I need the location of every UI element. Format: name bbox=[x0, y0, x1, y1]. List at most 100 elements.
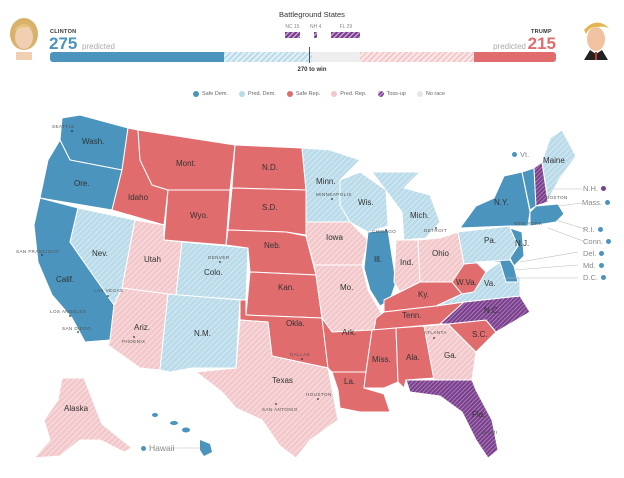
svg-text:Ala.: Ala. bbox=[406, 353, 420, 362]
svg-text:SAN ANTONIO: SAN ANTONIO bbox=[262, 407, 298, 412]
nh-dot bbox=[601, 186, 606, 191]
svg-text:Colo.: Colo. bbox=[204, 268, 223, 277]
svg-text:N.C.: N.C. bbox=[484, 306, 500, 315]
svg-text:LOS ANGELES: LOS ANGELES bbox=[50, 309, 86, 314]
city-labels: SEATTLE SAN FRANCISCO LAS VEGAS LOS ANGE… bbox=[16, 124, 568, 435]
svg-text:SEATTLE: SEATTLE bbox=[52, 124, 75, 129]
svg-text:CHICAGO: CHICAGO bbox=[372, 229, 396, 234]
battleground-nh-chip bbox=[314, 32, 318, 38]
svg-text:DETROIT: DETROIT bbox=[424, 228, 447, 233]
svg-text:MIAMI: MIAMI bbox=[482, 430, 497, 435]
state-fla-tossup[interactable] bbox=[405, 379, 499, 459]
battleground-fl-chip bbox=[331, 32, 361, 38]
svg-text:LAS VEGAS: LAS VEGAS bbox=[94, 288, 123, 293]
mass-dot bbox=[605, 200, 611, 205]
dc-dot bbox=[601, 275, 606, 280]
callout-vt[interactable]: Vt. bbox=[512, 150, 529, 159]
svg-text:Mo.: Mo. bbox=[340, 283, 353, 292]
svg-text:Neb.: Neb. bbox=[264, 241, 281, 250]
svg-text:ATLANTA: ATLANTA bbox=[424, 330, 447, 335]
bar-safe-rep bbox=[474, 52, 556, 62]
state-iowa[interactable] bbox=[305, 221, 369, 266]
legend-pred-rep: Pred. Rep. bbox=[331, 91, 367, 97]
callout-conn[interactable]: Conn. bbox=[583, 237, 612, 246]
state-nh[interactable] bbox=[533, 161, 549, 207]
callout-ri[interactable]: R.I. bbox=[583, 225, 603, 234]
battleground-nh[interactable]: NH 4 bbox=[310, 24, 321, 38]
battleground-nc[interactable]: NC 15 bbox=[285, 24, 300, 38]
svg-text:Ariz.: Ariz. bbox=[134, 323, 150, 332]
callout-del[interactable]: Del. bbox=[583, 249, 605, 258]
svg-text:Wis.: Wis. bbox=[358, 198, 374, 207]
svg-text:Miss.: Miss. bbox=[372, 355, 391, 364]
svg-text:SAN DIEGO: SAN DIEGO bbox=[62, 326, 91, 331]
svg-text:HOUSTON: HOUSTON bbox=[306, 392, 332, 397]
legend-safe-rep-swatch bbox=[286, 91, 293, 97]
svg-text:Calif.: Calif. bbox=[56, 275, 74, 284]
state-labels: Wash. Ore. Calif. Nev. Idaho Mont. Wyo. … bbox=[56, 137, 565, 419]
svg-text:Minn.: Minn. bbox=[316, 177, 336, 186]
svg-text:N.D.: N.D. bbox=[262, 163, 278, 172]
state-wis[interactable] bbox=[339, 171, 389, 233]
svg-text:Ohio: Ohio bbox=[432, 249, 449, 258]
svg-text:BOSTON: BOSTON bbox=[546, 195, 568, 200]
battleground-states: NC 15 NH 4 FL 29 bbox=[285, 24, 361, 38]
svg-text:Texas: Texas bbox=[272, 376, 293, 385]
svg-text:Kan.: Kan. bbox=[278, 283, 294, 292]
electoral-vote-bar bbox=[50, 52, 556, 62]
svg-text:SAN FRANCISCO: SAN FRANCISCO bbox=[16, 249, 59, 254]
state-mich[interactable] bbox=[371, 171, 441, 241]
clinton-predicted-label: predicted bbox=[82, 42, 115, 51]
svg-text:Wash.: Wash. bbox=[82, 137, 104, 146]
state-md-de[interactable] bbox=[475, 259, 519, 283]
svg-text:DALLAS: DALLAS bbox=[290, 352, 310, 357]
bar-no-race bbox=[312, 52, 360, 62]
bar-pred-rep bbox=[360, 52, 474, 62]
legend-safe-rep: Safe Rep. bbox=[286, 91, 320, 97]
legend-pred-rep-swatch bbox=[331, 91, 338, 97]
legend-no-race: No race bbox=[416, 91, 445, 97]
state-mass-ct-ri[interactable] bbox=[529, 203, 565, 227]
state-maine[interactable] bbox=[541, 129, 577, 201]
battleground-fl[interactable]: FL 29 bbox=[331, 24, 361, 38]
svg-text:MINNEAPOLIS: MINNEAPOLIS bbox=[316, 192, 352, 197]
legend-pred-dem-swatch bbox=[238, 91, 245, 97]
legend-safe-dem: Safe Dem. bbox=[193, 91, 228, 97]
clinton-avatar bbox=[6, 16, 42, 60]
state-alaska[interactable] bbox=[33, 377, 133, 459]
svg-text:Pa.: Pa. bbox=[484, 236, 496, 245]
svg-text:Mont.: Mont. bbox=[176, 159, 196, 168]
svg-text:S.C.: S.C. bbox=[472, 330, 488, 339]
svg-text:NEW YORK: NEW YORK bbox=[514, 221, 543, 226]
callout-nh[interactable]: N.H. bbox=[583, 184, 606, 193]
trump-name: TRUMP bbox=[530, 29, 552, 35]
vt-dot bbox=[512, 152, 517, 157]
hawaii-dot bbox=[141, 445, 146, 451]
clinton-electoral-votes: 275 bbox=[49, 34, 78, 53]
svg-text:Fla.: Fla. bbox=[472, 410, 485, 419]
svg-text:N.Y.: N.Y. bbox=[494, 198, 509, 207]
state-texas[interactable] bbox=[195, 319, 339, 459]
bar-safe-dem bbox=[50, 52, 224, 62]
svg-text:Utah: Utah bbox=[144, 255, 161, 264]
state-kan[interactable] bbox=[245, 271, 323, 319]
callout-hawaii[interactable]: Hawaii bbox=[141, 443, 175, 453]
svg-text:Ind.: Ind. bbox=[400, 258, 413, 267]
callout-dc[interactable]: D.C. bbox=[583, 273, 606, 282]
svg-text:Okla.: Okla. bbox=[286, 319, 305, 328]
svg-text:Maine: Maine bbox=[543, 156, 565, 165]
svg-text:Ga.: Ga. bbox=[444, 351, 457, 360]
callout-mass[interactable]: Mass. bbox=[582, 198, 611, 207]
md-dot bbox=[598, 263, 604, 268]
battleground-title: Battleground States bbox=[279, 10, 345, 19]
ri-dot bbox=[597, 227, 603, 232]
svg-text:Mich.: Mich. bbox=[410, 211, 429, 220]
svg-text:W.Va.: W.Va. bbox=[456, 278, 477, 287]
threshold-label: 270 to win bbox=[297, 67, 327, 73]
svg-text:Tenn.: Tenn. bbox=[402, 311, 422, 320]
svg-text:Ill.: Ill. bbox=[374, 255, 382, 264]
state-pa[interactable] bbox=[457, 225, 519, 265]
callout-md[interactable]: Md. bbox=[583, 261, 604, 270]
state-hawaii[interactable] bbox=[152, 413, 212, 456]
trump-predicted-label: predicted bbox=[493, 42, 526, 51]
